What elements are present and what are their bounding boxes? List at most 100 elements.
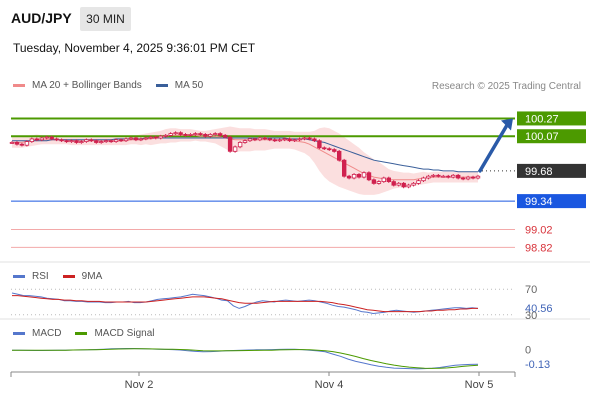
candle-body	[148, 136, 153, 139]
candle-body	[178, 132, 183, 135]
rsi-axis-label: 30	[525, 310, 537, 322]
candle-body	[168, 133, 173, 136]
candle-body	[297, 138, 302, 141]
macd-axis-label-0: 0	[525, 345, 531, 357]
legend-label-9ma: 9MA	[81, 271, 103, 282]
candle-body	[361, 172, 367, 178]
candle-body	[34, 138, 39, 141]
candle-body	[39, 137, 44, 141]
candle-body	[133, 137, 139, 141]
level-label-98.82: 98.82	[525, 242, 553, 254]
candle-body	[153, 136, 158, 139]
candle-body	[158, 135, 163, 139]
candle-body	[14, 141, 20, 145]
legend-item-ma50[interactable]: MA 50	[155, 80, 204, 91]
x-tick-label: Nov 2	[125, 379, 154, 391]
x-tick-label: Nov 4	[315, 379, 344, 391]
candle-body	[193, 133, 198, 136]
candle-body	[128, 137, 134, 140]
legend-item-9ma[interactable]: 9MA	[62, 271, 103, 282]
candle-body	[113, 139, 119, 143]
level-label-100.27: 100.27	[525, 113, 559, 125]
legend-item-macd-signal[interactable]: MACD Signal	[75, 328, 154, 339]
candle-body	[351, 173, 357, 179]
legend-item-rsi[interactable]: RSI	[13, 271, 49, 282]
candle-body	[118, 139, 124, 142]
level-label-100.07: 100.07	[525, 131, 559, 143]
x-axis: Nov 2 Nov 4 Nov 5	[10, 371, 516, 391]
candle-body	[455, 174, 461, 179]
candle-body	[381, 177, 386, 182]
candle-body	[317, 140, 322, 149]
timeframe-badge[interactable]: 30 MIN	[80, 7, 131, 31]
candle-body	[262, 137, 268, 140]
candle-body	[237, 141, 243, 148]
macd-legend: MACD MACD Signal	[13, 328, 168, 339]
candle-body	[59, 139, 64, 142]
legend-label-macd: MACD	[32, 328, 62, 339]
candle-body	[183, 133, 188, 136]
candle-body	[366, 172, 372, 181]
legend-item-macd[interactable]: MACD	[13, 328, 61, 339]
candle-body	[396, 182, 401, 186]
level-label-99.34: 99.34	[525, 196, 553, 208]
candle-body	[391, 181, 396, 186]
candle-body	[64, 140, 69, 143]
macd-signal-swatch	[75, 332, 88, 335]
candle-body	[272, 139, 277, 142]
candle-body	[446, 175, 451, 178]
ma20-swatch	[13, 84, 25, 87]
candle-body	[208, 133, 213, 137]
candles	[9, 131, 481, 189]
price-legend: MA 20 + Bollinger Bands MA 50	[13, 80, 217, 91]
ma50-swatch	[155, 84, 168, 87]
candle-body	[376, 181, 382, 184]
candle-body	[292, 139, 297, 142]
candle-body	[9, 141, 15, 144]
candle-body	[356, 173, 362, 178]
bollinger-band	[12, 126, 478, 195]
macd-swatch	[13, 332, 25, 335]
candle-body	[441, 175, 446, 178]
candle-body	[426, 175, 431, 179]
macd-signal-line	[12, 348, 479, 369]
candle-body	[163, 134, 168, 137]
candle-body	[257, 137, 263, 141]
candle-body	[247, 138, 253, 142]
candle-body	[89, 139, 94, 142]
candle-body	[29, 138, 35, 142]
candle-body	[227, 136, 233, 152]
level-tag-99.68	[517, 163, 586, 178]
macd-axis-label-current: -0.13	[525, 359, 550, 371]
level-labels: 100.27 100.07 99.68 99.34 99.02 98.82	[517, 111, 586, 254]
candle-body	[386, 177, 391, 182]
candle-body	[341, 159, 347, 177]
candle-body	[327, 148, 332, 151]
candle-body	[371, 179, 377, 184]
level-label-99.02: 99.02	[525, 225, 553, 237]
candle-body	[188, 133, 193, 136]
candle-body	[346, 175, 352, 179]
price-levels	[11, 117, 515, 248]
candle-body	[322, 147, 327, 150]
candle-body	[232, 146, 238, 152]
candle-body	[450, 174, 456, 178]
candle-body	[277, 139, 282, 142]
legend-label-ma50: MA 50	[174, 80, 204, 91]
candle-body	[401, 182, 406, 188]
candle-body	[84, 139, 89, 143]
candle-body	[203, 133, 208, 137]
level-tag-100.07	[517, 129, 586, 144]
candle-body	[44, 136, 49, 139]
candle-body	[252, 138, 258, 141]
candle-body	[421, 177, 426, 182]
candle-body	[431, 174, 436, 177]
forecast-arrow-shaft	[478, 121, 510, 173]
candle-body	[79, 141, 84, 144]
ma9-swatch	[62, 275, 75, 278]
datetime-label: Tuesday, November 4, 2025 9:36:01 PM CET	[13, 41, 256, 55]
legend-item-ma20[interactable]: MA 20 + Bollinger Bands	[13, 80, 142, 91]
candle-body	[217, 133, 223, 136]
